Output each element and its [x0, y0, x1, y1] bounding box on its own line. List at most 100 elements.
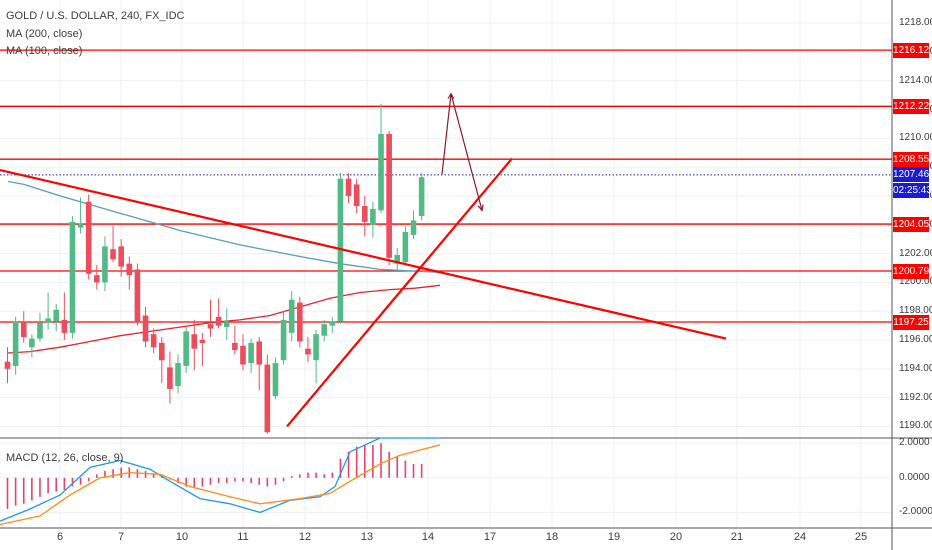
arrow-peak [447, 92, 455, 99]
macd-histogram-bar [388, 451, 390, 478]
candle-body [126, 263, 133, 276]
signal-line [0, 444, 441, 526]
time-tick-label: 12 [298, 531, 312, 543]
macd-histogram-bar [372, 444, 374, 478]
candle-body [199, 340, 206, 343]
time-tick-label: 11 [237, 531, 249, 543]
time-tick-label: 18 [545, 531, 559, 543]
macd-histogram-bar [185, 477, 187, 487]
candle-body [272, 363, 279, 397]
candle-body [329, 321, 336, 326]
macd-histogram-bar [258, 477, 261, 485]
candle-body [402, 231, 409, 263]
macd-histogram-bar [339, 458, 342, 478]
candle-body [102, 246, 108, 283]
level-price-label: 1200.79 [893, 263, 930, 279]
level-price-label: 1197.25 [893, 314, 929, 330]
candle-body [158, 342, 165, 361]
price-tick-label: 1210.00 [899, 132, 932, 144]
candle-body [240, 345, 246, 365]
level-price-label: 1204.05 [893, 216, 930, 232]
candle-body [134, 269, 141, 323]
candle-body [248, 342, 254, 364]
level-price-label: 1212.22 [893, 98, 930, 114]
ma200-line [7, 180, 441, 273]
macd-histogram-bar [6, 477, 9, 509]
macd-histogram-bar [144, 470, 147, 478]
candle-body [175, 363, 181, 387]
macd-histogram-bar [79, 477, 82, 485]
macd-histogram-bar [47, 477, 49, 494]
time-tick-label: 21 [730, 531, 744, 543]
macd-histogram-bar [96, 474, 98, 478]
macd-histogram-bar [307, 472, 309, 478]
macd-histogram-bar [193, 477, 196, 489]
candle-body [183, 331, 189, 366]
price-tick-label: 1202.00 [899, 247, 932, 259]
macd-histogram-bar [242, 477, 244, 482]
candle-body [191, 334, 198, 349]
macd-histogram-bar [22, 477, 25, 504]
macd-histogram-bar [299, 474, 301, 478]
projection-arrow [441, 93, 483, 211]
candle-body [12, 321, 19, 366]
countdown-price-label: 02:25:43 [893, 182, 932, 198]
candle-body [20, 321, 27, 338]
macd-histogram-bar [201, 477, 204, 487]
macd-histogram-bar [266, 477, 269, 487]
candle-body [264, 364, 271, 433]
candle-body [378, 133, 384, 211]
candle-body [297, 302, 303, 342]
macd-histogram-bar [404, 460, 407, 478]
candle-body [321, 324, 327, 336]
macd-tick-label: 2.0000 [899, 437, 930, 449]
arrow-head [477, 204, 484, 212]
macd-histogram-bar [14, 477, 17, 506]
candle-body [386, 133, 392, 258]
time-tick-label: 14 [421, 531, 435, 543]
candle-body [280, 319, 287, 361]
candle-body [256, 341, 263, 365]
trendline [0, 168, 727, 340]
candle-body [142, 315, 149, 342]
candle-body [207, 324, 214, 329]
macd-histogram-bar [31, 477, 33, 501]
macd-histogram-bar [225, 477, 228, 483]
macd-histogram-bar [250, 477, 252, 483]
ma100-legend: MA (100, close) [6, 45, 83, 57]
macd-histogram-bar [274, 477, 277, 485]
macd-histogram-bar [87, 477, 90, 482]
time-tick-label: 13 [360, 531, 374, 543]
macd-histogram-bar [39, 477, 41, 497]
time-tick-label: 6 [56, 531, 64, 543]
macd-histogram-bar [104, 470, 106, 478]
macd-histogram-bar [177, 477, 179, 483]
macd-histogram-bar [282, 477, 285, 482]
candle-body [215, 316, 222, 326]
candle-body [94, 275, 100, 283]
candle-body [288, 299, 295, 333]
candle-body [353, 184, 360, 207]
macd-histogram-bar [217, 477, 220, 483]
symbol-title: GOLD / U.S. DOLLAR, 240, FX_IDC [6, 10, 185, 22]
macd-histogram-bar [355, 446, 358, 478]
candle-body [345, 178, 352, 196]
macd-tick-label: -2.0000 [899, 506, 932, 518]
candle-body [69, 221, 76, 333]
price-tick-label: 1198.00 [899, 305, 932, 317]
macd-histogram-bar [290, 476, 293, 478]
candle-body [37, 322, 43, 339]
time-tick-label: 17 [483, 531, 497, 543]
macd-legend: MACD (12, 26, close, 9) [6, 452, 124, 464]
candle-body [45, 318, 51, 323]
macd-histogram-bar [396, 457, 399, 478]
macd-histogram-bar [234, 477, 236, 482]
macd-histogram-bar [71, 477, 74, 487]
ma200-legend: MA (200, close) [6, 28, 83, 40]
candle-body [418, 177, 425, 217]
macd-histogram-bar [209, 477, 212, 485]
macd-histogram-bar [63, 477, 66, 490]
candle-body [118, 246, 124, 267]
